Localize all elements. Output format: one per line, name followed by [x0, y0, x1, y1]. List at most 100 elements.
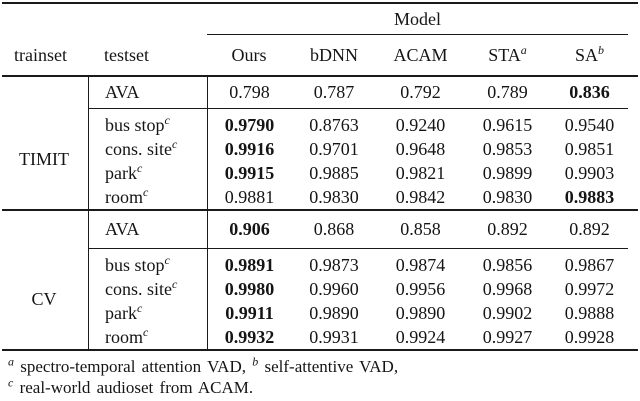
value-cell: 0.9956	[395, 279, 446, 299]
testset-cell: parkc	[105, 301, 143, 323]
testset-cell: roomc	[105, 325, 149, 347]
value-cell: 0.892	[569, 219, 610, 239]
value-cell: 0.9790	[224, 115, 275, 135]
table-row-ava: AVA 0.798 0.787 0.792 0.789 0.836	[0, 77, 640, 108]
value-cell: 0.9928	[564, 327, 615, 347]
value-cell: 0.9873	[309, 255, 359, 275]
column-header-ours: Ours	[231, 44, 267, 65]
column-header-bdnn: bDNN	[310, 44, 358, 65]
value-cell: 0.9890	[395, 303, 446, 323]
value-cell: 0.9648	[395, 139, 446, 159]
value-column: 0.9873 0.9960 0.9890 0.9931	[291, 249, 377, 349]
value-cell: 0.9968	[482, 279, 533, 299]
model-header-rule	[207, 34, 628, 35]
column-header-sta: STAa	[488, 42, 527, 65]
value-cell: 0.858	[400, 219, 441, 239]
value-column: 0.9540 0.9851 0.9903 0.9883	[551, 109, 640, 209]
value-cell: 0.9902	[482, 303, 533, 323]
trainset-label: TIMIT	[19, 148, 69, 169]
value-cell: 0.9830	[482, 187, 533, 207]
footnotes: a spectro-temporal attention VAD, b self…	[0, 351, 640, 398]
section-divider-rule	[2, 209, 638, 211]
value-cell: 0.9888	[564, 303, 615, 323]
value-column: 0.9891 0.9980 0.9911 0.9932	[207, 249, 291, 349]
column-header-sa: SAb	[574, 42, 604, 65]
testset-cell: AVA	[88, 77, 207, 108]
value-column: 0.9615 0.9853 0.9899 0.9830	[464, 109, 551, 209]
testset-cell: cons. sitec	[105, 137, 178, 159]
table-bottom-rule	[2, 349, 638, 351]
footnote-segment: a spectro-temporal attention VAD,	[8, 354, 253, 376]
testset-cell: parkc	[105, 161, 143, 183]
column-header-row: trainset testset Ours bDNN ACAM STAa SAb	[0, 35, 640, 75]
model-column-headers: Ours bDNN ACAM STAa SAb	[207, 35, 640, 75]
header-bottom-rule	[2, 75, 638, 77]
superscript-marker: c	[136, 301, 143, 315]
testset-cell: AVA	[88, 211, 207, 248]
value-cell: 0.9615	[482, 115, 533, 135]
value-cell: 0.9874	[395, 255, 446, 275]
column-header-testset: testset	[104, 44, 149, 65]
value-cell: 0.868	[313, 219, 355, 239]
trainset-label: CV	[31, 288, 57, 309]
value-cell: 0.789	[487, 82, 528, 102]
table-body: AVA 0.798 0.787 0.792 0.789 0.836 TIMIT bus sto…	[0, 77, 640, 349]
testset-group: CV bus stopc cons. sitec parkc roomc 0.9891 0.…	[0, 249, 640, 349]
value-cell: 0.892	[487, 219, 528, 239]
superscript-marker: c	[172, 137, 178, 151]
value-column: 0.9867 0.9972 0.9888 0.9928	[551, 249, 640, 349]
ava-divider-rule	[88, 108, 628, 109]
value-column: 0.9856 0.9968 0.9902 0.9927	[464, 249, 551, 349]
value-cell: 0.9856	[482, 255, 533, 275]
value-cell: 0.9915	[224, 163, 275, 183]
value-cell: 0.798	[207, 77, 291, 108]
value-column: 0.9874 0.9956 0.9890 0.9924	[377, 249, 464, 349]
footnote-marker: b	[252, 354, 259, 369]
trainset-cell-empty	[0, 211, 88, 248]
value-cell: 0.9821	[395, 163, 446, 183]
column-header-trainset: trainset	[14, 44, 67, 65]
value-cell: 0.9830	[309, 187, 359, 207]
footnote-marker: c	[8, 375, 14, 390]
value-cell: 0.9899	[482, 163, 533, 183]
value-cell: 0.9932	[224, 327, 275, 347]
value-cell: 0.906	[207, 211, 291, 248]
value-cell: 0.836	[569, 82, 610, 102]
footnote-line: a spectro-temporal attention VAD, b self…	[8, 354, 640, 377]
value-column: 0.9240 0.9648 0.9821 0.9842	[377, 109, 464, 209]
footnote-segment: c real-world audioset from ACAM.	[8, 375, 254, 397]
value-cell: 0.9903	[564, 163, 615, 183]
ava-divider-rule	[88, 248, 628, 249]
value-cell: 0.9881	[224, 187, 275, 207]
value-cell: 0.792	[400, 82, 441, 102]
value-column: 0.8763 0.9701 0.9885 0.9830	[291, 109, 377, 209]
value-cell: 0.9891	[224, 255, 275, 275]
value-cell: 0.9851	[564, 139, 615, 159]
value-cell: 0.9972	[564, 279, 615, 299]
testset-column: bus stopc cons. sitec parkc roomc	[88, 109, 207, 209]
value-cell: 0.9960	[309, 279, 359, 299]
value-cell: 0.9924	[395, 327, 446, 347]
table-row-ava: AVA 0.906 0.868 0.858 0.892 0.892	[0, 211, 640, 248]
value-cell: 0.9853	[482, 139, 533, 159]
superscript-marker: c	[143, 185, 149, 199]
value-cell: 0.9867	[564, 255, 615, 275]
footnote-line: c real-world audioset from ACAM.	[8, 375, 640, 398]
value-column: 0.9790 0.9916 0.9915 0.9881	[207, 109, 291, 209]
model-group-header-row: Model	[0, 4, 640, 34]
trainset-cell-empty	[0, 77, 88, 108]
superscript-marker: c	[136, 161, 143, 175]
testset-column: bus stopc cons. sitec parkc roomc	[88, 249, 207, 349]
model-group-header: Model	[394, 8, 441, 29]
value-cell: 0.9927	[482, 327, 533, 347]
superscript-marker: c	[143, 325, 149, 339]
value-cell: 0.8763	[309, 115, 359, 135]
superscript-marker: c	[164, 253, 170, 267]
value-cell: 0.9916	[224, 139, 275, 159]
testset-cell: roomc	[105, 185, 149, 207]
value-cell: 0.9890	[309, 303, 359, 323]
value-cell: 0.9540	[564, 115, 615, 135]
value-cell: 0.787	[313, 82, 355, 102]
value-cell: 0.9885	[309, 163, 359, 183]
testset-cell: bus stopc	[105, 253, 170, 275]
